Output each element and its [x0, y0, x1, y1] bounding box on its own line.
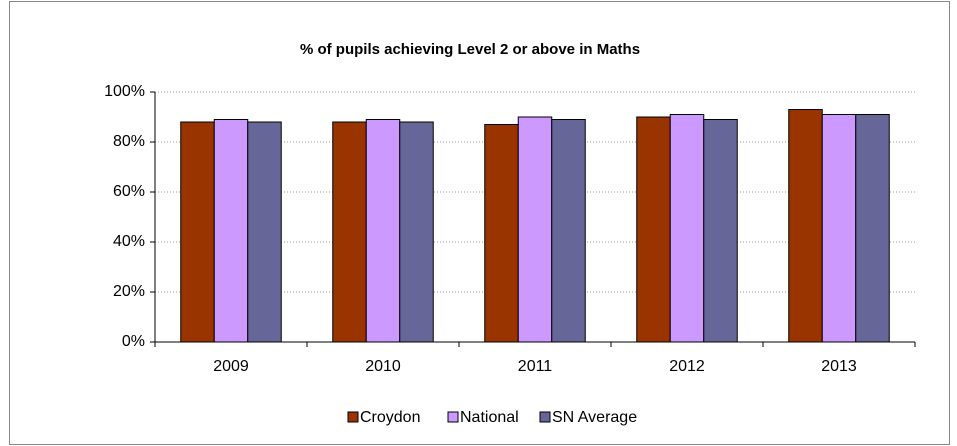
y-tick-label: 60% — [113, 183, 145, 200]
legend-label: National — [460, 409, 519, 426]
y-tick-label: 80% — [113, 133, 145, 150]
y-tick-label: 100% — [104, 83, 145, 100]
x-tick-label: 2009 — [213, 358, 249, 375]
bar — [636, 116, 671, 343]
x-tick-label: 2012 — [669, 358, 705, 375]
bar — [180, 121, 215, 343]
bar — [332, 121, 367, 343]
y-tick-label: 40% — [113, 233, 145, 250]
x-tick-label: 2013 — [821, 358, 857, 375]
bar — [517, 116, 553, 343]
bar — [788, 109, 823, 343]
bar — [855, 114, 890, 343]
legend-swatch — [347, 411, 359, 423]
bar — [247, 121, 282, 343]
bar — [669, 114, 705, 343]
legend-swatch — [447, 411, 459, 423]
legend-swatch — [539, 411, 551, 423]
bar — [213, 119, 249, 343]
x-tick-label: 2010 — [365, 358, 401, 375]
bar — [365, 119, 401, 343]
y-tick-label: 20% — [113, 283, 145, 300]
bar — [703, 119, 738, 343]
bar — [484, 124, 519, 343]
chart-title: % of pupils achieving Level 2 or above i… — [300, 41, 640, 58]
legend-label: Croydon — [360, 409, 420, 426]
legend-label: SN Average — [552, 409, 637, 426]
bar — [821, 114, 857, 343]
x-tick-label: 2011 — [518, 358, 553, 375]
y-tick-label: 0% — [122, 333, 145, 350]
bar — [399, 121, 434, 343]
bar — [551, 119, 586, 343]
